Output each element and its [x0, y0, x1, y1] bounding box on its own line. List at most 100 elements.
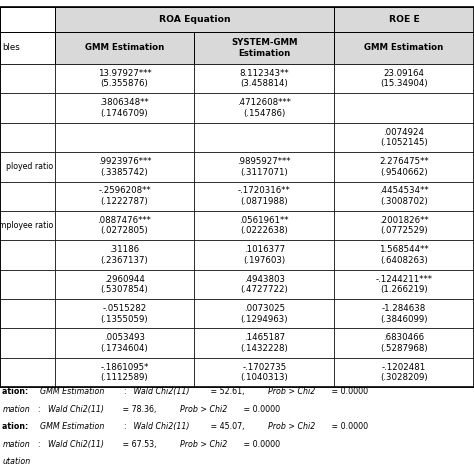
Text: (.3846099): (.3846099) — [380, 315, 428, 324]
Bar — [334, 182, 474, 211]
Bar — [334, 32, 474, 64]
Text: = 45.07,: = 45.07, — [208, 422, 255, 431]
Bar — [194, 32, 334, 64]
Bar — [55, 7, 334, 32]
Bar — [0, 328, 55, 358]
Bar — [0, 93, 55, 123]
Text: GMM Estimation: GMM Estimation — [40, 422, 104, 431]
Text: :: : — [38, 405, 46, 414]
Text: (.1734604): (.1734604) — [100, 344, 148, 353]
Text: (.1222787): (.1222787) — [100, 197, 148, 206]
Text: .0073025: .0073025 — [244, 304, 285, 313]
Text: .1016377: .1016377 — [244, 245, 285, 254]
Text: .4454534**: .4454534** — [379, 186, 429, 195]
Bar — [0, 270, 55, 299]
Text: utation: utation — [2, 457, 31, 466]
Bar — [55, 64, 194, 93]
Bar — [55, 328, 194, 358]
Text: employee ratio: employee ratio — [0, 221, 53, 230]
Bar — [334, 123, 474, 152]
Text: (.154786): (.154786) — [243, 109, 285, 118]
Text: GMM Estimation: GMM Estimation — [365, 44, 444, 52]
Bar — [55, 299, 194, 328]
Bar — [194, 182, 334, 211]
Bar — [55, 123, 194, 152]
Text: (.3385742): (.3385742) — [100, 168, 148, 177]
Text: (.9540662): (.9540662) — [380, 168, 428, 177]
Text: :: : — [123, 387, 125, 396]
Bar — [334, 358, 474, 387]
Text: .9923976***: .9923976*** — [98, 157, 151, 166]
Bar — [334, 93, 474, 123]
Bar — [334, 64, 474, 93]
Text: Prob > Chi2: Prob > Chi2 — [268, 387, 315, 396]
Text: Prob > Chi2: Prob > Chi2 — [180, 440, 228, 449]
Bar — [194, 270, 334, 299]
Bar — [0, 123, 55, 152]
Text: (.0772529): (.0772529) — [380, 227, 428, 236]
Text: Prob > Chi2: Prob > Chi2 — [268, 422, 315, 431]
Text: :: : — [123, 422, 125, 431]
Bar — [55, 240, 194, 270]
Bar — [55, 358, 194, 387]
Text: mation: mation — [2, 440, 30, 449]
Bar — [0, 64, 55, 93]
Bar — [194, 64, 334, 93]
Text: (3.458814): (3.458814) — [240, 80, 288, 89]
Bar — [0, 7, 55, 32]
Text: -.1861095*: -.1861095* — [100, 363, 149, 372]
Text: .3806348**: .3806348** — [100, 98, 149, 107]
Text: (5.355876): (5.355876) — [100, 80, 148, 89]
Text: ployed ratio: ployed ratio — [6, 163, 53, 171]
Bar — [194, 240, 334, 270]
Text: .1465187: .1465187 — [244, 333, 285, 342]
Text: .0053493: .0053493 — [104, 333, 145, 342]
Text: Prob > Chi2: Prob > Chi2 — [180, 405, 227, 414]
Text: (.1112589): (.1112589) — [100, 374, 148, 383]
Bar — [194, 123, 334, 152]
Bar — [55, 93, 194, 123]
Text: SYSTEM-GMM
Estimation: SYSTEM-GMM Estimation — [231, 38, 298, 57]
Text: .31186: .31186 — [109, 245, 139, 254]
Bar — [334, 299, 474, 328]
Text: = 0.0000: = 0.0000 — [241, 405, 280, 414]
Text: -1.284638: -1.284638 — [382, 304, 426, 313]
Text: (.1355059): (.1355059) — [100, 315, 148, 324]
Text: .4943803: .4943803 — [244, 274, 285, 283]
Text: .2960944: .2960944 — [104, 274, 145, 283]
Bar — [334, 7, 474, 32]
Text: GMM Estimation: GMM Estimation — [85, 44, 164, 52]
Text: GMM Estimation: GMM Estimation — [40, 387, 104, 396]
Text: -.1702735: -.1702735 — [242, 363, 286, 372]
Text: -.1202481: -.1202481 — [382, 363, 426, 372]
Bar — [194, 358, 334, 387]
Text: (.0222638): (.0222638) — [240, 227, 288, 236]
Bar — [55, 32, 194, 64]
Bar — [334, 240, 474, 270]
Text: Wald Chi2(11): Wald Chi2(11) — [48, 405, 104, 414]
Text: (.197603): (.197603) — [243, 256, 285, 265]
Text: .0887476***: .0887476*** — [98, 216, 151, 225]
Bar — [194, 93, 334, 123]
Text: (.0871988): (.0871988) — [240, 197, 288, 206]
Text: 8.112343**: 8.112343** — [239, 69, 289, 78]
Text: (.5307854): (.5307854) — [100, 285, 148, 294]
Bar — [0, 240, 55, 270]
Bar — [334, 270, 474, 299]
Bar — [0, 32, 55, 64]
Bar — [334, 328, 474, 358]
Text: (.5287968): (.5287968) — [380, 344, 428, 353]
Text: (.3008702): (.3008702) — [380, 197, 428, 206]
Text: (.6408263): (.6408263) — [380, 256, 428, 265]
Text: (.1040313): (.1040313) — [240, 374, 288, 383]
Text: (.1432228): (.1432228) — [240, 344, 288, 353]
Bar — [0, 152, 55, 182]
Bar — [194, 299, 334, 328]
Text: = 0.0000: = 0.0000 — [329, 422, 368, 431]
Text: 2.276475**: 2.276475** — [379, 157, 429, 166]
Text: (.3028209): (.3028209) — [380, 374, 428, 383]
Text: (.1294963): (.1294963) — [240, 315, 288, 324]
Text: -.1720316**: -.1720316** — [238, 186, 291, 195]
Bar — [194, 152, 334, 182]
Text: Wald Chi2(11): Wald Chi2(11) — [126, 422, 190, 431]
